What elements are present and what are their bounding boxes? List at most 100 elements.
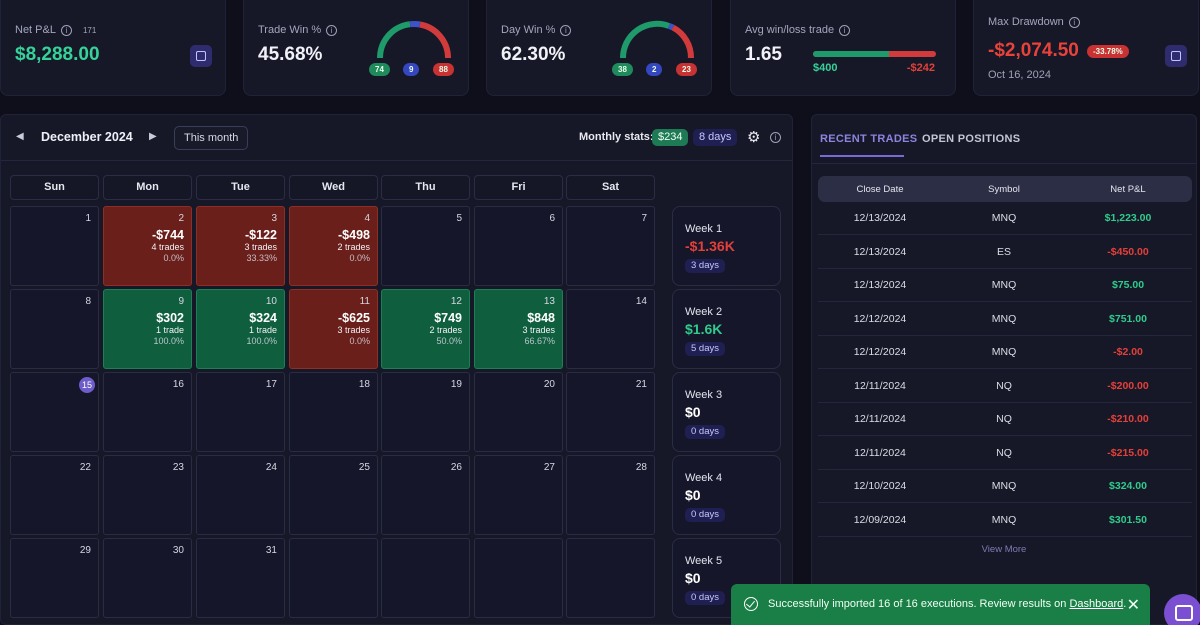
calendar-day-25[interactable]: 25 [289,455,378,535]
calendar-day-24[interactable]: 24 [196,455,285,535]
table-row[interactable]: 12/12/2024 MNQ $751.00 [818,303,1192,336]
day-number: 20 [543,379,555,390]
this-month-button[interactable]: This month [174,126,249,150]
table-row[interactable]: 12/11/2024 NQ -$215.00 [818,437,1192,470]
current-month: December 2024 [41,130,133,144]
max-drawdown-label: Max Drawdown [988,16,1064,28]
net-pl-cell: -$450.00 [1107,245,1149,258]
day-number: 2 [178,213,184,224]
calendar-day-4[interactable]: 4 -$498 2 trades 0.0% [289,206,378,286]
calendar-day-27[interactable]: 27 [474,455,563,535]
calendar-day-29[interactable]: 29 [10,538,99,618]
calendar-day-5[interactable]: 5 [381,206,470,286]
day-number: 14 [635,296,647,307]
chat-launcher-icon[interactable] [1164,594,1200,625]
drawdown-icon[interactable] [1165,45,1187,67]
calendar-day-17[interactable]: 17 [196,372,285,452]
calendar-day-13[interactable]: 13 $848 3 trades 66.67% [474,289,563,369]
info-icon[interactable]: i [326,24,338,36]
info-icon[interactable]: i [560,24,572,36]
calendar-day-3[interactable]: 3 -$122 3 trades 33.33% [196,206,285,286]
calendar-day-8[interactable]: 8 [10,289,99,369]
table-row[interactable]: 12/12/2024 MNQ -$2.00 [818,336,1192,369]
calendar-day-19[interactable]: 19 [381,372,470,452]
weekday-wed: Wed [289,175,378,200]
close-icon[interactable]: ✕ [1126,597,1140,614]
calendar-day-1[interactable]: 1 [10,206,99,286]
calendar-day-26[interactable]: 26 [381,455,470,535]
day-win-gauge [619,20,695,59]
tab-recent-trades[interactable]: RECENT TRADES [820,133,918,145]
view-more-link[interactable]: View More [981,544,1027,555]
calendar-day-18[interactable]: 18 [289,372,378,452]
table-row[interactable]: 12/13/2024 MNQ $75.00 [818,269,1192,302]
calendar-day-12[interactable]: 12 $749 2 trades 50.0% [381,289,470,369]
breakeven-pill: 9 [403,63,420,76]
table-row[interactable]: 12/13/2024 MNQ $1,223.00 [818,202,1192,235]
calendar-day-22[interactable]: 22 [10,455,99,535]
close-date-cell: 12/13/2024 [853,212,907,224]
symbol-cell: MNQ [991,346,1017,358]
close-date-cell: 12/12/2024 [853,346,907,358]
close-date-cell: 12/10/2024 [853,480,907,492]
table-row[interactable]: 12/13/2024 ES -$450.00 [818,236,1192,269]
calendar-day-9[interactable]: 9 $302 1 trade 100.0% [103,289,192,369]
close-date-cell: 12/13/2024 [853,279,907,291]
day-trade-count: 3 trades [244,242,277,252]
prev-month-icon[interactable]: ◀ [16,131,24,142]
info-icon[interactable]: i [839,24,851,36]
week-label: Week 1 [685,223,723,235]
calendar-day-empty[interactable] [474,538,563,618]
calendar-day-16[interactable]: 16 [103,372,192,452]
calendar-day-28[interactable]: 28 [566,455,655,535]
import-success-toast: Successfully imported 16 of 16 execution… [731,584,1150,625]
next-month-icon[interactable]: ▶ [149,131,157,142]
info-icon[interactable]: i [770,132,781,143]
table-row[interactable]: 12/11/2024 NQ -$200.00 [818,370,1192,403]
col-close-date[interactable]: Close Date [856,184,904,195]
day-win-value: 62.30% [501,44,566,65]
calendar-day-30[interactable]: 30 [103,538,192,618]
day-number: 18 [358,379,370,390]
calendar-day-7[interactable]: 7 [566,206,655,286]
calendar-day-empty[interactable] [381,538,470,618]
info-icon[interactable]: i [60,24,72,36]
trade-win-gauge [376,20,452,59]
calendar-day-empty[interactable] [566,538,655,618]
calendar-day-empty[interactable] [289,538,378,618]
calendar-day-11[interactable]: 11 -$625 3 trades 0.0% [289,289,378,369]
col-symbol[interactable]: Symbol [988,184,1020,195]
monthly-stats-days: 8 days [693,129,738,146]
avg-win-loss-label: Avg win/loss trade [745,24,835,36]
calendar-day-23[interactable]: 23 [103,455,192,535]
col-net-pl[interactable]: Net P&L [1110,184,1146,195]
calendar-day-15[interactable]: 15 [10,372,99,452]
week-pl: $0 [685,404,701,420]
tab-open-positions[interactable]: OPEN POSITIONS [922,133,1021,145]
week-pl: $0 [685,487,701,503]
settings-gear-icon[interactable]: ⚙ [747,129,761,146]
active-tab-underline [820,155,904,157]
week-pl: $1.6K [685,321,723,337]
info-icon[interactable]: i [1068,16,1080,28]
toast-message: Successfully imported 16 of 16 execution… [768,598,1070,610]
calendar-day-10[interactable]: 10 $324 1 trade 100.0% [196,289,285,369]
weekday-sat: Sat [566,175,655,200]
day-pl: $749 [434,311,462,325]
calendar-day-21[interactable]: 21 [566,372,655,452]
table-row[interactable]: 12/11/2024 NQ -$210.00 [818,403,1192,436]
net-pl-icon[interactable] [190,45,212,67]
calendar-day-6[interactable]: 6 [474,206,563,286]
day-win-rate: 100.0% [246,336,277,346]
day-number: 28 [635,462,647,473]
calendar-day-31[interactable]: 31 [196,538,285,618]
table-row[interactable]: 12/09/2024 MNQ $301.50 [818,504,1192,537]
net-pl-cell: $301.50 [1109,513,1147,526]
table-row[interactable]: 12/10/2024 MNQ $324.00 [818,470,1192,503]
trade-win-label: Trade Win % [258,24,322,36]
calendar-day-2[interactable]: 2 -$744 4 trades 0.0% [103,206,192,286]
calendar-day-20[interactable]: 20 [474,372,563,452]
dashboard-link[interactable]: Dashboard [1069,598,1124,610]
avg-win-loss-card: Avg win/loss trade i 1.65 $400 -$242 [730,0,956,96]
calendar-day-14[interactable]: 14 [566,289,655,369]
